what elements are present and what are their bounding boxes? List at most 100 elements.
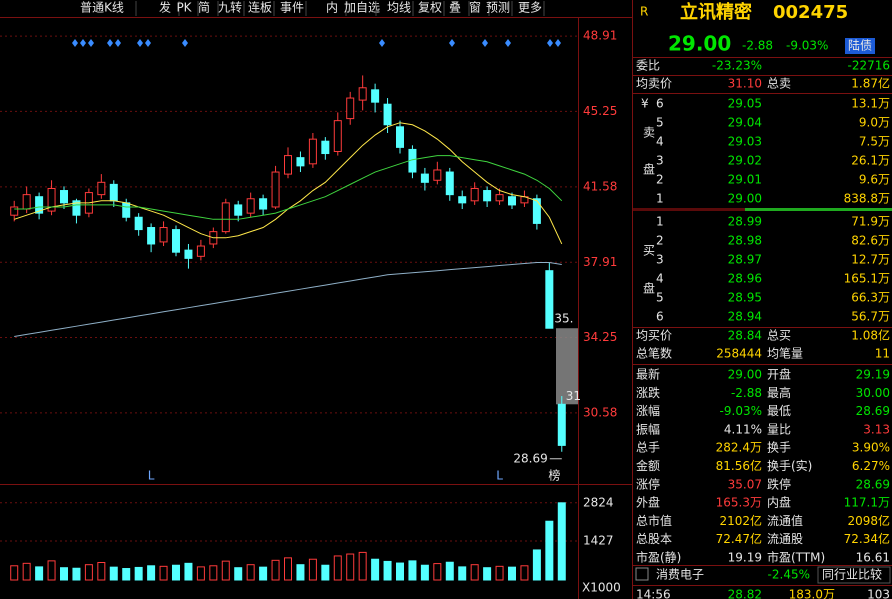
- book-divider-buy: [745, 208, 892, 211]
- toolbar-button[interactable]: 简: [198, 1, 210, 15]
- stat-value: 3.13: [863, 422, 890, 436]
- volume-bar: [520, 565, 529, 581]
- candle-body: [470, 187, 479, 202]
- candle-body: [483, 190, 492, 202]
- stat-label: 市盈(TTM): [767, 550, 825, 565]
- candle-body: [333, 120, 342, 152]
- stock-tag: 陆债: [848, 38, 872, 53]
- stat-label: 流通值: [767, 513, 803, 528]
- event-marker[interactable]: [115, 39, 121, 47]
- candle-body: [420, 173, 429, 183]
- candle-body: [196, 245, 205, 257]
- candle-body: [557, 403, 566, 446]
- stat-label: 涨跌: [636, 385, 660, 400]
- event-marker[interactable]: [547, 39, 553, 47]
- y-tick-label: 37.91: [583, 255, 617, 269]
- volume-bar: [209, 565, 218, 581]
- event-marker[interactable]: [182, 39, 188, 47]
- volume-bar: [458, 566, 467, 581]
- toolbar-button[interactable]: 发: [159, 0, 171, 15]
- stat-value: 6.27%: [852, 459, 890, 473]
- candle-body: [458, 196, 467, 204]
- toolbar-button[interactable]: 内: [326, 1, 338, 15]
- volume-bar: [221, 560, 230, 581]
- toolbar-button[interactable]: 事件: [280, 1, 304, 15]
- book-price: 29.02: [728, 154, 762, 168]
- event-label: 榜: [548, 468, 560, 483]
- compare-button[interactable]: [817, 566, 891, 584]
- toolbar-button[interactable]: 复权: [418, 1, 442, 15]
- toolbar-button[interactable]: 更多: [518, 1, 542, 15]
- candle-body: [445, 171, 454, 196]
- toolbar-button[interactable]: 叠: [449, 1, 461, 15]
- y-tick-label: 34.25: [583, 330, 617, 344]
- sector-box: [635, 567, 649, 581]
- stat-value: 29.00: [728, 368, 762, 382]
- stock-name: 立讯精密: [680, 1, 752, 23]
- volume-bar: [22, 562, 31, 581]
- book-volume: 26.1万: [851, 154, 890, 168]
- toolbar-button[interactable]: 窗: [469, 1, 481, 15]
- volume-bar: [60, 567, 68, 581]
- book-volume: 71.9万: [851, 215, 890, 229]
- tick-volume: 183.0万: [789, 588, 835, 599]
- moving-average: [14, 155, 563, 220]
- candle-body: [47, 187, 56, 212]
- event-marker[interactable]: [88, 39, 94, 47]
- stat-label: 最高: [767, 385, 791, 400]
- stat-label: 内盘: [767, 495, 791, 510]
- stat-label: 换手: [767, 441, 791, 455]
- toolbar-button[interactable]: PK: [176, 1, 192, 15]
- toolbar-button[interactable]: 连板: [248, 0, 272, 15]
- toolbar-button[interactable]: 预测: [486, 1, 510, 15]
- candle-body: [545, 270, 554, 329]
- volume-bar: [284, 557, 292, 581]
- event-marker[interactable]: [505, 39, 511, 47]
- book-price: 29.04: [728, 116, 762, 130]
- book-volume: 7.5万: [859, 135, 890, 149]
- event-marker[interactable]: [107, 39, 113, 47]
- kline-chart: 普通K线 发 PK 简九转 连板 事件 内加自选 均线 复权叠窗预测 更多 48.91 45.25 41…: [0, 0, 621, 595]
- book-price: 28.99: [728, 215, 762, 229]
- toolbar-button[interactable]: 均线: [387, 1, 411, 15]
- candle-body: [246, 198, 255, 214]
- candle-body: [122, 202, 131, 218]
- book-level: 1: [656, 192, 664, 206]
- book-price: 29.01: [728, 173, 762, 187]
- panel-text: 均买价: [636, 329, 672, 343]
- candle-body: [358, 87, 367, 101]
- volume-bar: [346, 553, 355, 581]
- event-marker[interactable]: [137, 39, 143, 47]
- candle-body: [396, 126, 404, 148]
- event-marker[interactable]: [449, 39, 455, 47]
- event-marker[interactable]: [72, 39, 78, 47]
- price-note: 28.69: [513, 451, 547, 465]
- stat-label: 振幅: [636, 421, 660, 436]
- candle-body: [321, 140, 330, 155]
- book-volume: 9.6万: [859, 173, 890, 187]
- event-marker[interactable]: [80, 39, 86, 47]
- event-marker[interactable]: [482, 39, 488, 47]
- volume-bar: [134, 566, 143, 581]
- volume-bar: [358, 551, 367, 581]
- book-price: 29.03: [728, 135, 762, 149]
- stat-value: 2102亿: [719, 513, 762, 528]
- panel-text: -23.23%: [712, 59, 762, 73]
- candle-body: [433, 169, 442, 181]
- event-marker[interactable]: [145, 39, 151, 47]
- toolbar-button[interactable]: 加自选: [344, 1, 380, 15]
- candle-body: [271, 171, 280, 208]
- candle-body: [97, 181, 106, 196]
- event-marker[interactable]: [555, 39, 561, 47]
- y-tick-label: 45.25: [583, 104, 617, 118]
- stat-label: 量比: [767, 422, 791, 436]
- stat-label: 流通股: [767, 532, 803, 546]
- toolbar-button[interactable]: 九转: [218, 0, 242, 15]
- volume-bar: [296, 564, 305, 581]
- last-price: 29.00: [668, 32, 731, 56]
- event-marker[interactable]: [379, 39, 385, 47]
- volume-bar: [470, 564, 479, 581]
- toolbar-button[interactable]: 普通K线: [80, 1, 124, 15]
- event-label: L: [148, 469, 155, 483]
- stat-value: 282.4万: [716, 441, 762, 455]
